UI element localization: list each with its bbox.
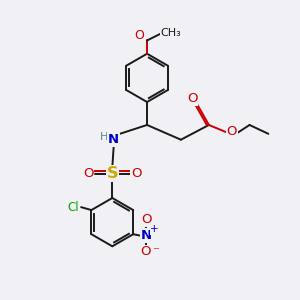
Text: CH₃: CH₃ — [161, 28, 182, 38]
Text: Cl: Cl — [67, 201, 79, 214]
Text: O: O — [131, 167, 142, 180]
Text: O: O — [83, 167, 93, 180]
Text: O: O — [187, 92, 198, 105]
Text: +: + — [150, 224, 159, 234]
Text: O: O — [141, 213, 152, 226]
Text: O: O — [226, 125, 237, 138]
Text: O: O — [134, 29, 144, 42]
Text: S: S — [106, 166, 118, 181]
Text: N: N — [141, 229, 152, 242]
Text: O: O — [141, 245, 151, 258]
Text: ⁻: ⁻ — [152, 245, 159, 258]
Text: N: N — [108, 133, 119, 146]
Text: H: H — [100, 132, 108, 142]
